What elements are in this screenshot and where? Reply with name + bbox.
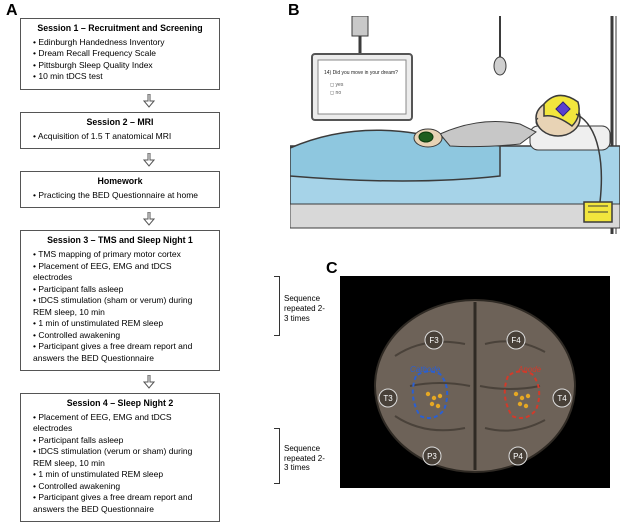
sequence-note: Sequence repeated 2-3 times xyxy=(282,276,328,336)
arrow-icon xyxy=(20,212,278,226)
svg-text:P3: P3 xyxy=(427,452,437,461)
panel-c-label: C xyxy=(326,260,338,278)
arrow-icon xyxy=(20,94,278,108)
box-items: Acquisition of 1.5 T anatomical MRI xyxy=(29,131,211,142)
box-title: Homework xyxy=(29,176,211,188)
arrow-icon xyxy=(20,375,278,389)
flow-box-session3: Session 3 – TMS and Sleep Night 1 TMS ma… xyxy=(20,230,220,371)
box-items: Practicing the BED Questionnaire at home xyxy=(29,190,211,201)
panel-b-illustration: 14) Did you move in your dream? ◻ yes ◻ … xyxy=(290,16,620,234)
cathode-label: Cathode xyxy=(410,365,441,374)
box-title: Session 3 – TMS and Sleep Night 1 xyxy=(29,235,211,247)
flow-box-session4-group: Session 4 – Sleep Night 2 Placement of E… xyxy=(20,393,278,522)
box-title: Session 4 – Sleep Night 2 xyxy=(29,398,211,410)
monitor-text: 14) Did you move in your dream? xyxy=(324,70,398,76)
arrow-icon xyxy=(20,153,278,167)
flow-box-session1: Session 1 – Recruitment and Screening Ed… xyxy=(20,18,220,90)
svg-text:T4: T4 xyxy=(557,394,567,403)
sequence-note: Sequence repeated 2-3 times xyxy=(282,428,328,484)
box-title: Session 1 – Recruitment and Screening xyxy=(29,23,211,35)
box-items: TMS mapping of primary motor cortex Plac… xyxy=(29,249,211,364)
svg-text:F4: F4 xyxy=(511,336,521,345)
flow-box-session3-group: Session 3 – TMS and Sleep Night 1 TMS ma… xyxy=(20,230,278,371)
flowchart: Session 1 – Recruitment and Screening Ed… xyxy=(20,18,278,522)
panel-a-label: A xyxy=(6,2,18,20)
box-title: Session 2 – MRI xyxy=(29,117,211,129)
anode-label: Anode xyxy=(517,365,542,374)
flow-box-session4: Session 4 – Sleep Night 2 Placement of E… xyxy=(20,393,220,522)
svg-text:T3: T3 xyxy=(383,394,393,403)
svg-text:P4: P4 xyxy=(513,452,523,461)
svg-text:F3: F3 xyxy=(429,336,439,345)
svg-text:◻ no: ◻ no xyxy=(330,90,341,96)
flow-box-session2: Session 2 – MRI Acquisition of 1.5 T ana… xyxy=(20,112,220,149)
svg-text:◻ yes: ◻ yes xyxy=(330,82,344,88)
box-items: Edinburgh Handedness Inventory Dream Rec… xyxy=(29,37,211,83)
flow-box-homework: Homework Practicing the BED Questionnair… xyxy=(20,171,220,208)
panel-c-brain: Cathode Anode F3 F4 T3 T4 P3 P4 xyxy=(340,276,610,488)
